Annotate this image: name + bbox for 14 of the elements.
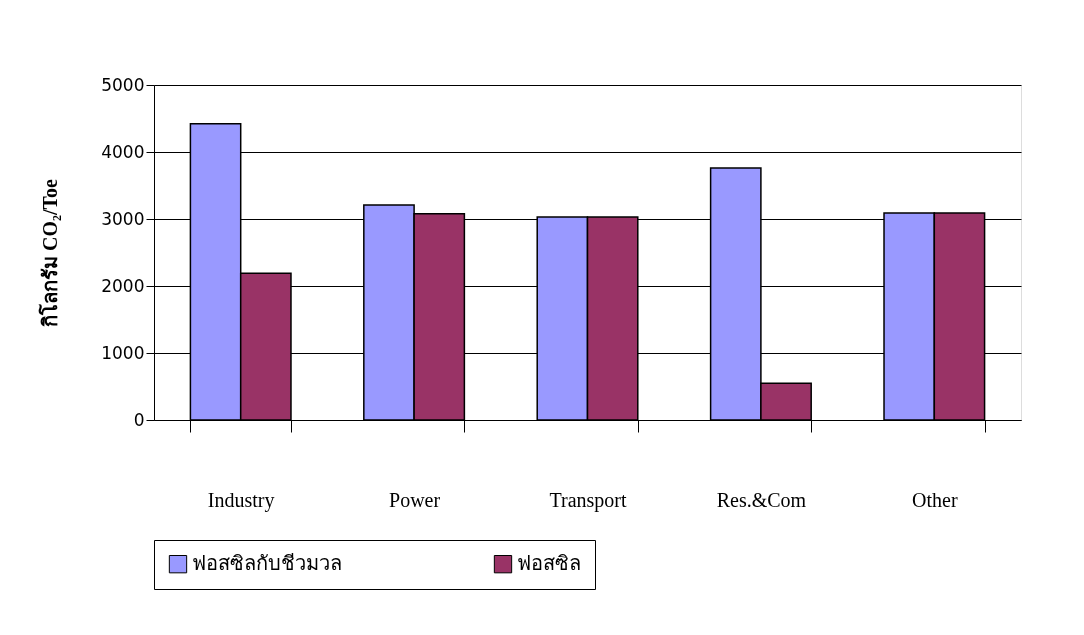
y-axis-title: กิโลกรัม CO₂/Toe [38,178,62,327]
y-tick-label: 4000 [101,141,145,162]
legend-label: ฟอสซิลกับชีวมวล [192,551,342,576]
x-tick-label: Other [912,488,958,511]
y-tick-label: 2000 [101,275,145,296]
y-tick-label: 3000 [101,208,145,229]
x-tick-label: Transport [549,488,627,512]
y-tick-label: 0 [133,409,145,430]
y-tick-label: 1000 [101,342,145,363]
x-tick-label: Power [389,488,441,511]
legend-label: ฟอสซิล [517,551,581,576]
x-tick-label: Res.&Com [716,488,807,511]
x-tick-label: Industry [207,488,275,512]
y-tick-label: 5000 [101,74,145,95]
